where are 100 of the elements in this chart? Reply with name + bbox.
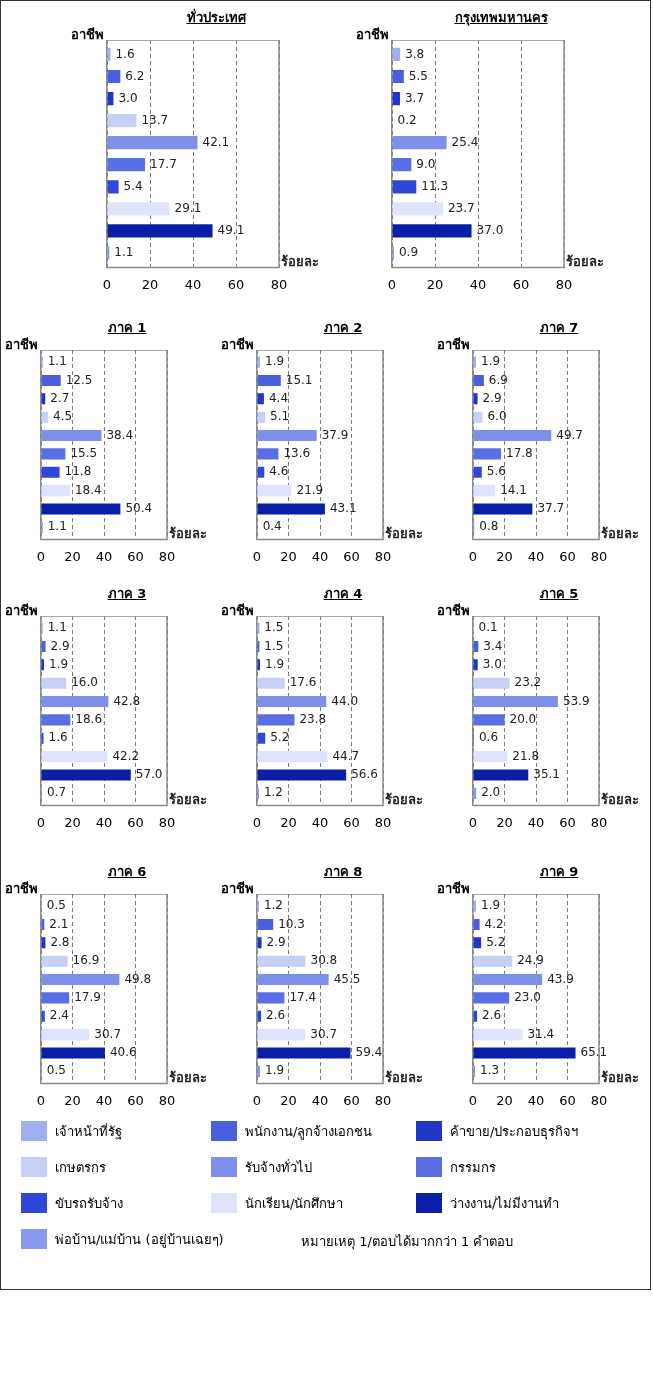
bar (41, 1029, 90, 1041)
x-tick-label: 60 (343, 1092, 360, 1108)
y-axis-title: อาชีพ (5, 602, 39, 618)
bar (257, 1029, 306, 1041)
data-label: 1.1 (114, 245, 134, 260)
x-tick-label: 20 (426, 276, 444, 292)
bar (473, 430, 552, 442)
x-tick-label: 40 (95, 548, 113, 564)
data-label: 1.6 (115, 46, 135, 61)
data-label: 56.6 (351, 767, 378, 782)
data-label: 37.9 (321, 427, 349, 442)
data-label: 5.1 (270, 409, 290, 424)
x-tick-label: 60 (512, 276, 530, 292)
data-label: 0.5 (46, 1063, 66, 1078)
x-axis-title: ร้อยละ (601, 792, 639, 808)
data-label: 23.0 (514, 990, 541, 1005)
x-tick-label: 40 (184, 276, 202, 292)
data-label: 18.6 (75, 712, 103, 727)
bar (257, 430, 317, 442)
data-label: 49.1 (217, 223, 245, 238)
data-label: 21.9 (296, 482, 324, 497)
legend-label: กรรมกร (450, 1158, 496, 1177)
data-label: 0.6 (478, 730, 499, 745)
x-tick-label: 20 (64, 814, 81, 830)
x-tick-label: 40 (311, 1092, 329, 1108)
x-tick-label: 80 (158, 814, 176, 830)
bar (41, 769, 131, 781)
x-tick-label: 60 (343, 814, 360, 830)
bar (41, 448, 66, 460)
legend-label: ขับรถรับจ้าง (55, 1194, 123, 1213)
bar (41, 714, 71, 726)
bar (473, 955, 513, 967)
data-label: 0.9 (398, 245, 419, 260)
bar (473, 751, 508, 763)
data-label: 0.7 (47, 785, 67, 800)
bar (473, 1047, 576, 1059)
data-label: 42.1 (202, 134, 230, 149)
x-tick-label: 60 (559, 548, 576, 564)
bar (41, 974, 120, 986)
data-label: 1.2 (263, 898, 283, 913)
data-label: 18.4 (74, 482, 102, 497)
x-tick-label: 20 (280, 1092, 297, 1108)
x-tick-label: 0 (252, 814, 262, 830)
x-tick-label: 80 (158, 548, 176, 564)
data-label: 1.9 (480, 354, 501, 369)
x-tick-label: 40 (527, 814, 545, 830)
data-label: 17.4 (289, 990, 317, 1005)
x-tick-label: 20 (496, 548, 513, 564)
x-tick-label: 40 (95, 814, 113, 830)
legend-label: เจ้าหน้าที่รัฐ (55, 1122, 122, 1142)
bar (473, 974, 543, 986)
bar (41, 640, 46, 652)
x-tick-label: 20 (64, 548, 81, 564)
data-label: 44.0 (331, 693, 359, 708)
x-tick-label: 0 (468, 814, 478, 830)
data-label: 30.8 (310, 953, 338, 968)
x-tick-label: 60 (227, 276, 245, 292)
data-label: 6.9 (488, 372, 508, 387)
data-label: 12.5 (65, 372, 93, 387)
data-label: 9.0 (416, 156, 436, 171)
data-label: 43.1 (329, 501, 357, 516)
y-axis-title: อาชีพ (437, 880, 471, 896)
x-tick-label: 0 (387, 276, 397, 292)
data-label: 5.5 (408, 68, 428, 83)
x-tick-label: 40 (469, 276, 487, 292)
data-label: 23.2 (514, 675, 542, 690)
bar (473, 659, 478, 671)
data-label: 1.9 (264, 354, 285, 369)
bar (392, 136, 447, 150)
data-label: 42.8 (113, 693, 141, 708)
data-label: 1.5 (264, 620, 284, 635)
legend-label: ค้าขาย/ประกอบธุรกิจฯ (450, 1122, 579, 1142)
bar (473, 503, 533, 515)
x-tick-label: 80 (158, 1092, 176, 1108)
data-label: 3.8 (405, 46, 425, 61)
legend-label: ว่างงาน/ไม่มีงานทำ (450, 1194, 560, 1213)
x-axis-title: ร้อยละ (281, 254, 319, 270)
bar (257, 503, 325, 515)
bar (473, 714, 505, 726)
data-label: 1.9 (480, 898, 501, 913)
data-label: 30.7 (310, 1026, 338, 1041)
x-tick-label: 40 (95, 1092, 113, 1108)
data-label: 1.1 (47, 354, 67, 369)
data-label: 2.4 (49, 1008, 69, 1023)
x-axis-title: ร้อยละ (385, 526, 423, 542)
data-label: 2.7 (50, 390, 70, 405)
data-label: 13.7 (141, 112, 169, 127)
data-label: 2.8 (50, 934, 70, 949)
data-label: 3.0 (482, 656, 502, 671)
data-label: 2.6 (266, 1008, 286, 1023)
bar (41, 374, 61, 386)
data-label: 0.8 (479, 519, 499, 534)
data-label: 5.4 (123, 178, 143, 193)
x-tick-label: 0 (102, 276, 112, 292)
data-label: 14.1 (500, 482, 527, 497)
chart-title: ภาค 3 (106, 585, 148, 601)
bar (41, 411, 49, 423)
bar (107, 136, 198, 150)
data-label: 31.4 (527, 1026, 555, 1041)
data-label: 57.0 (135, 767, 163, 782)
